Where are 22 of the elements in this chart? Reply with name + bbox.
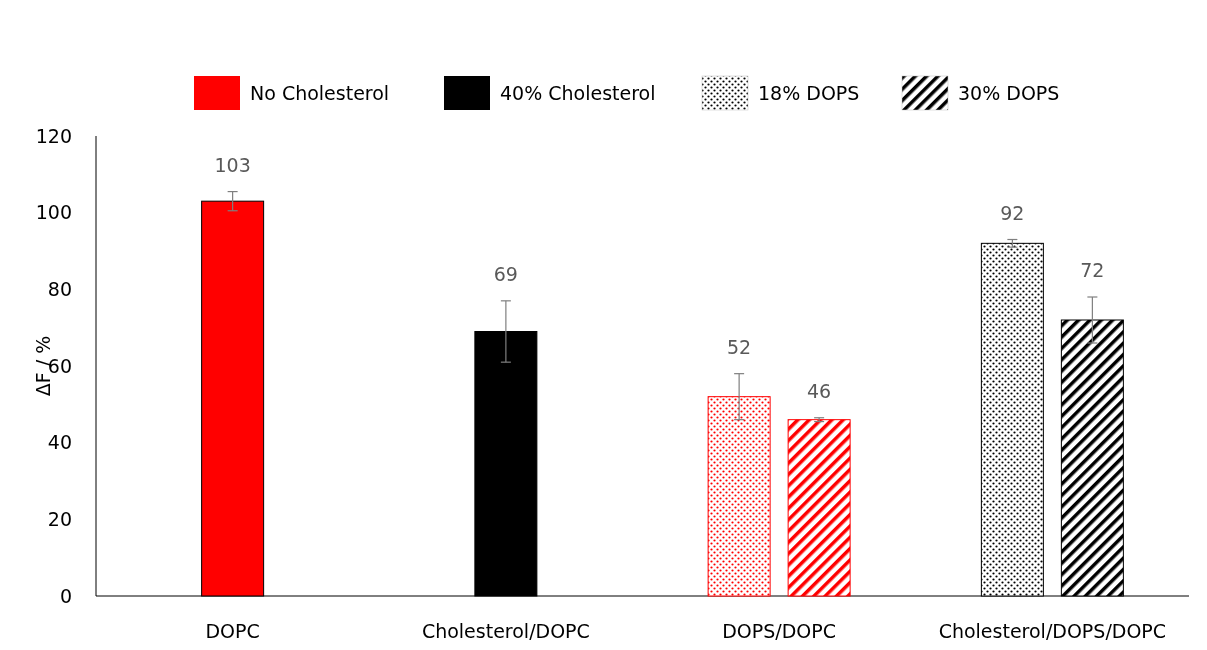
legend-label: 30% DOPS — [958, 82, 1060, 104]
bar — [787, 419, 851, 597]
x-tick-label: DOPS/DOPC — [722, 620, 837, 642]
legend-label: 40% Cholesterol — [500, 82, 656, 104]
data-label: 92 — [1000, 201, 1025, 224]
y-tick-label: 20 — [47, 507, 72, 530]
data-label: 46 — [807, 379, 832, 402]
y-tick-label: 100 — [35, 201, 72, 224]
data-label: 52 — [727, 335, 752, 358]
y-tick-label: 120 — [35, 124, 72, 147]
y-tick-label: 80 — [47, 277, 72, 300]
y-tick-label: 40 — [47, 431, 72, 454]
x-tick-label: Cholesterol/DOPC — [421, 620, 590, 642]
y-tick-label: 0 — [59, 584, 72, 607]
data-label: 103 — [214, 153, 251, 176]
data-label: 69 — [493, 262, 518, 285]
bar — [707, 396, 771, 597]
x-tick-label: Cholesterol/DOPS/DOPC — [938, 620, 1167, 642]
legend-label: 18% DOPS — [758, 82, 860, 104]
legend-label: No Cholesterol — [250, 82, 390, 104]
x-tick-label: DOPC — [205, 620, 260, 642]
data-label: 72 — [1080, 259, 1105, 281]
